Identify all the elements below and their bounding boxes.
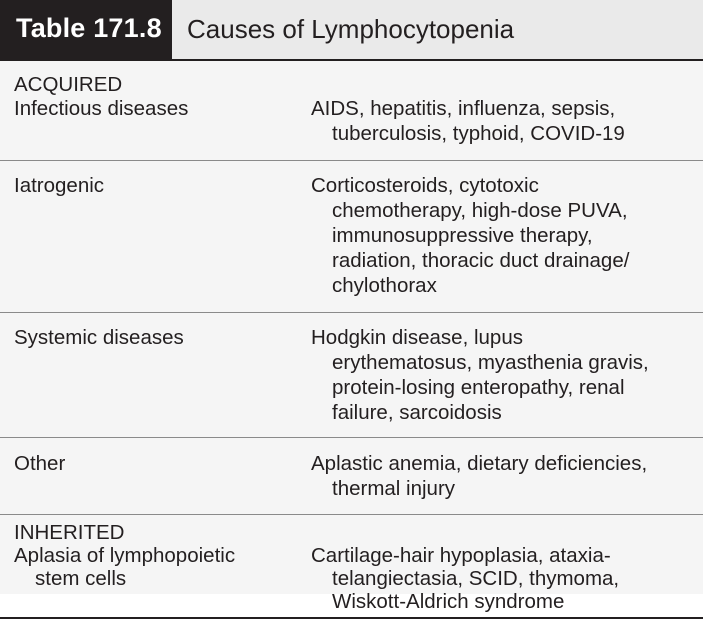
header-rule [0,59,703,61]
row-example-line: protein-losing enteropathy, renal [332,376,625,399]
row-cause: Infectious diseases [14,97,189,120]
table-number-tag: Table 171.8 [0,0,172,59]
section-heading-acquired: ACQUIRED [14,73,123,96]
row-divider [0,514,703,515]
table-header: Table 171.8 Causes of Lymphocytopenia [0,0,703,59]
row-example-line: chylothorax [332,274,437,297]
row-example-line: failure, sarcoidosis [332,401,502,424]
row-example-line: thermal injury [332,477,456,500]
table-body: ACQUIRED Infectious diseases AIDS, hepat… [0,61,703,619]
row-example-line: erythematosus, myasthenia gravis, [332,351,649,374]
row-example-line: Corticosteroids, cytotoxic [311,174,539,197]
row-cause: Iatrogenic [14,174,105,197]
row-example-line: tuberculosis, typhoid, COVID-19 [332,122,625,145]
section-heading-inherited: INHERITED [14,521,125,544]
row-example-line: immunosuppressive therapy, [332,224,593,247]
row-cause: Aplasia of lymphopoietic [14,544,236,567]
row-example-line: Aplastic anemia, dietary deficiencies, [311,452,648,475]
row-example-line: Hodgkin disease, lupus [311,326,523,349]
row-divider [0,160,703,161]
row-example-line: Cartilage-hair hypoplasia, ataxia- [311,544,611,567]
row-cause: Systemic diseases [14,326,184,349]
row-example-line: AIDS, hepatitis, influenza, sepsis, [311,97,616,120]
row-divider [0,437,703,438]
row-cause: stem cells [35,567,127,590]
table-number: Table 171.8 [16,13,162,43]
row-example-line: Wiskott-Aldrich syndrome [332,590,565,613]
row-divider [0,312,703,313]
row-example-line: telangiectasia, SCID, thymoma, [332,567,620,590]
row-example-line: chemotherapy, high-dose PUVA, [332,199,628,222]
table-title: Causes of Lymphocytopenia [187,14,515,44]
row-example-line: radiation, thoracic duct drainage/ [332,249,630,272]
row-cause: Other [14,452,66,475]
